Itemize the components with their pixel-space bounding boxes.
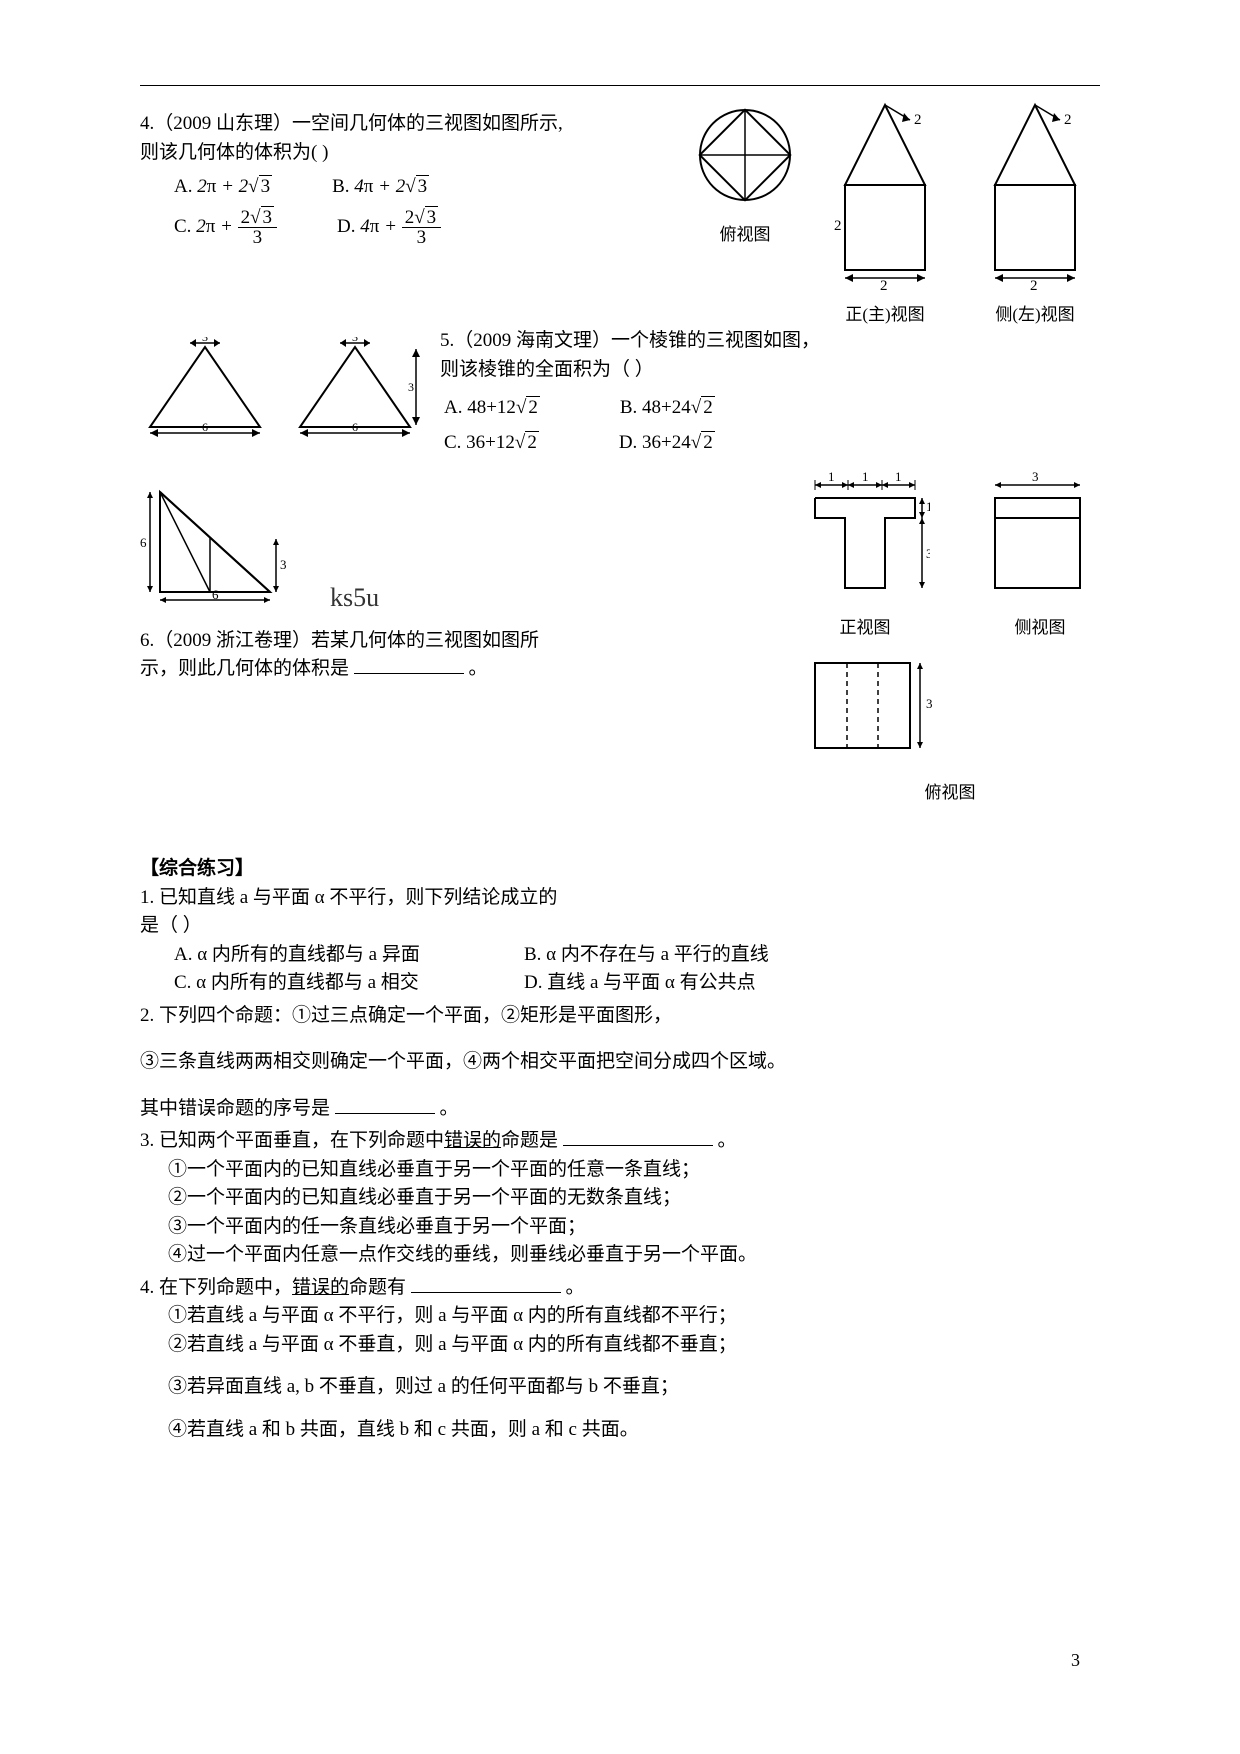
- watermark: ks5u: [330, 578, 379, 617]
- p1: 1. 已知直线 a 与平面 α 不平行，则下列结论成立的 是（ ） A. α 内…: [140, 884, 1100, 998]
- p1-stem-b: 是（ ）: [140, 912, 1100, 941]
- q4-options-row1: A. 2π + 2√3 B. 4π + 2√3: [140, 173, 680, 202]
- svg-text:3: 3: [202, 337, 208, 344]
- svg-text:6: 6: [212, 587, 219, 602]
- side-view-icon: 2 2: [970, 100, 1100, 290]
- triangle-left-icon: 3 6: [140, 337, 270, 437]
- svg-text:2: 2: [1030, 278, 1038, 290]
- front-view-icon: 2 2 2: [820, 100, 950, 290]
- page-number: 3: [1071, 1647, 1080, 1674]
- q6-top-label: 俯视图: [800, 780, 1100, 806]
- q4-options-row2: C. 2π + 2√33 D. 4π + 2√33: [140, 208, 680, 247]
- svg-text:2: 2: [834, 218, 842, 234]
- p4: 4. 在下列命题中，错误的命题有 。 ①若直线 a 与平面 α 不平行，则 a …: [140, 1274, 1100, 1445]
- blank-p2[interactable]: [335, 1113, 435, 1114]
- q6-side-label: 侧视图: [980, 615, 1100, 641]
- svg-text:3: 3: [926, 696, 933, 711]
- q4-top-view: 俯视图: [690, 100, 800, 327]
- q6-front-view: 1 1 1 1 3 正视图: [800, 463, 930, 640]
- q5-optA: A. 48+12√2: [444, 394, 540, 423]
- q5-optB: B. 48+24√2: [620, 394, 715, 423]
- svg-text:6: 6: [202, 420, 208, 434]
- svg-text:1: 1: [828, 469, 835, 484]
- label-top: 俯视图: [690, 222, 800, 248]
- p4-i1: ①若直线 a 与平面 α 不平行，则 a 与平面 α 内的所有直线都不平行；: [140, 1302, 1100, 1331]
- q5-text: 5.（2009 海南文理）一个棱锥的三视图如图， 则该棱锥的全面积为（ ） A.…: [440, 327, 1100, 463]
- mid-row: 6 3 6 ks5u: [140, 463, 790, 617]
- section-title: 【综合练习】: [140, 855, 1100, 884]
- p2-l2: ③三条直线两两相交则确定一个平面，④两个相交平面把空间分成四个区域。: [140, 1048, 1100, 1077]
- q5-optC: C. 36+12√2: [444, 429, 539, 458]
- p1-optC: C. α 内所有的直线都与 a 相交: [174, 969, 524, 998]
- svg-text:2: 2: [880, 278, 888, 290]
- q4-front-view: 2 2 2 正(主)视图: [820, 100, 950, 327]
- q6-top-view: 3 俯视图: [800, 648, 1100, 805]
- p4-i4: ④若直线 a 和 b 共面，直线 b 和 c 共面，则 a 和 c 共面。: [140, 1416, 1100, 1445]
- p4-i2: ②若直线 a 与平面 α 不垂直，则 a 与平面 α 内的所有直线都不垂直；: [140, 1331, 1100, 1360]
- q6-front-label: 正视图: [800, 615, 930, 641]
- q5-line1: 5.（2009 海南文理）一个棱锥的三视图如图，: [440, 327, 1100, 356]
- q5-optD: D. 36+24√2: [619, 429, 715, 458]
- p2-l1: 2. 下列四个命题：①过三点确定一个平面，②矩形是平面图形，: [140, 1002, 1100, 1031]
- q4-figures: 俯视图 2 2 2 正(主)视图: [690, 100, 1100, 327]
- p3-i1: ①一个平面内的已知直线必垂直于另一个平面的任意一条直线；: [140, 1156, 1100, 1185]
- blank-p3[interactable]: [563, 1145, 713, 1146]
- right-triangle-icon: 6 3 6: [140, 477, 290, 607]
- q4-optB: B. 4π + 2√3: [332, 173, 429, 202]
- page: 俯视图 2 2 2 正(主)视图: [0, 0, 1240, 1754]
- q5-aux-figure: 6 3 6: [140, 477, 290, 617]
- q4-optC: C. 2π + 2√33: [174, 208, 277, 247]
- p3-i2: ②一个平面内的已知直线必垂直于另一个平面的无数条直线；: [140, 1184, 1100, 1213]
- label-front: 正(主)视图: [820, 302, 950, 328]
- svg-text:3: 3: [352, 337, 358, 344]
- q4-optA: A. 2π + 2√3: [174, 173, 272, 202]
- q6-front-icon: 1 1 1 1 3: [800, 463, 930, 603]
- svg-text:2: 2: [914, 112, 922, 128]
- q6-top-icon: 3: [800, 648, 940, 768]
- svg-text:3: 3: [926, 546, 930, 561]
- p1-optA: A. α 内所有的直线都与 a 异面: [174, 941, 524, 970]
- svg-text:3: 3: [280, 557, 287, 572]
- q6-figures: 1 1 1 1 3 正视图 3: [800, 463, 1100, 805]
- p3-i3: ③一个平面内的任一条直线必垂直于另一个平面；: [140, 1213, 1100, 1242]
- q4-side-view: 2 2 侧(左)视图: [970, 100, 1100, 327]
- p3-l1: 3. 已知两个平面垂直，在下列命题中错误的命题是 。: [140, 1127, 1100, 1156]
- q6-side-view: 3 侧视图: [980, 463, 1100, 640]
- blank-q6[interactable]: [354, 673, 464, 674]
- blank-p4[interactable]: [411, 1292, 561, 1293]
- p1-optD: D. 直线 a 与平面 α 有公共点: [524, 969, 756, 998]
- p2: 2. 下列四个命题：①过三点确定一个平面，②矩形是平面图形， ③三条直线两两相交…: [140, 1002, 1100, 1124]
- p4-i3: ③若异面直线 a, b 不垂直，则过 a 的任何平面都与 b 不垂直；: [140, 1373, 1100, 1402]
- q5-triangles: 3 6 3 3 6: [140, 337, 420, 437]
- svg-text:1: 1: [895, 469, 902, 484]
- label-side: 侧(左)视图: [970, 302, 1100, 328]
- circle-square-icon: [690, 100, 800, 210]
- svg-text:3: 3: [408, 380, 414, 394]
- svg-text:1: 1: [862, 469, 869, 484]
- q5-row: 3 6 3 3 6 5.（2: [140, 327, 1100, 463]
- p4-l1: 4. 在下列命题中，错误的命题有 。: [140, 1274, 1100, 1303]
- svg-text:6: 6: [140, 535, 147, 550]
- p2-l3: 其中错误命题的序号是 。: [140, 1095, 1100, 1124]
- p3-i4: ④过一个平面内任意一点作交线的垂线，则垂线必垂直于另一个平面。: [140, 1241, 1100, 1270]
- triangle-right-icon: 3 3 6: [290, 337, 420, 437]
- p1-stem-a: 1. 已知直线 a 与平面 α 不平行，则下列结论成立的: [140, 884, 1100, 913]
- svg-text:3: 3: [1032, 469, 1039, 484]
- svg-text:6: 6: [352, 420, 358, 434]
- q5-line2: 则该棱锥的全面积为（ ）: [440, 356, 1100, 385]
- q4-optD: D. 4π + 2√33: [337, 208, 441, 247]
- svg-text:1: 1: [926, 499, 930, 514]
- q6-side-icon: 3: [980, 463, 1100, 603]
- p3: 3. 已知两个平面垂直，在下列命题中错误的命题是 。 ①一个平面内的已知直线必垂…: [140, 1127, 1100, 1270]
- top-rule: [140, 85, 1100, 86]
- p1-optB: B. α 内不存在与 a 平行的直线: [524, 941, 769, 970]
- svg-text:2: 2: [1064, 112, 1072, 128]
